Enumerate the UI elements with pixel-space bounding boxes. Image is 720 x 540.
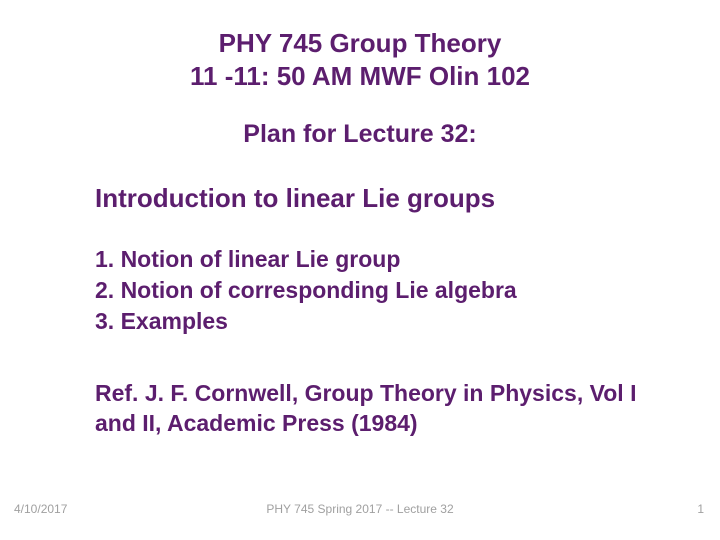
- course-title-line1: PHY 745 Group Theory: [40, 28, 680, 59]
- reference-text: Ref. J. F. Cornwell, Group Theory in Phy…: [95, 379, 650, 439]
- outline-item: 1. Notion of linear Lie group: [95, 244, 680, 275]
- outline-list: 1. Notion of linear Lie group 2. Notion …: [95, 244, 680, 337]
- lecture-plan-subtitle: Plan for Lecture 32:: [40, 120, 680, 149]
- reference-block: Ref. J. F. Cornwell, Group Theory in Phy…: [95, 379, 650, 439]
- outline-item: 3. Examples: [95, 306, 680, 337]
- section-heading: Introduction to linear Lie groups: [95, 183, 680, 214]
- footer-page-number: 1: [697, 502, 704, 516]
- course-title-line2: 11 -11: 50 AM MWF Olin 102: [40, 61, 680, 92]
- footer-course-info: PHY 745 Spring 2017 -- Lecture 32: [266, 502, 453, 516]
- slide-container: PHY 745 Group Theory 11 -11: 50 AM MWF O…: [0, 0, 720, 540]
- footer-date: 4/10/2017: [14, 502, 67, 516]
- outline-item: 2. Notion of corresponding Lie algebra: [95, 275, 680, 306]
